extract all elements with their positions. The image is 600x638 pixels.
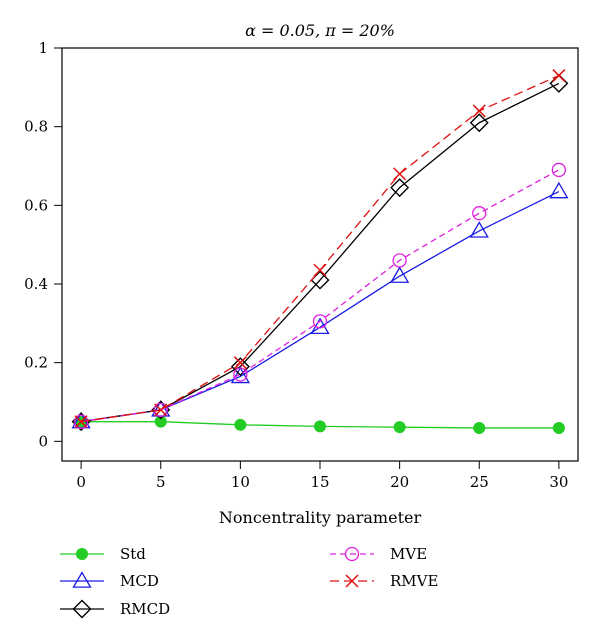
mve-point: [551, 162, 567, 178]
mve-point: [472, 206, 487, 221]
legend-marker: [344, 546, 360, 562]
x-tick-label: 0: [76, 473, 86, 491]
chart-title: α = 0.05, π = 20%: [245, 21, 395, 40]
rmve-line: [81, 74, 560, 423]
rmcd-point: [230, 357, 250, 377]
y-tick-label: 0: [38, 432, 48, 450]
series-std: [75, 415, 565, 434]
legend-marker: [76, 548, 88, 560]
legend-item-std: Std: [60, 545, 146, 563]
legend-label: MVE: [390, 545, 427, 563]
y-tick-label: 0.4: [24, 275, 48, 293]
rmcd-point: [390, 178, 410, 198]
rmve-point: [233, 356, 247, 370]
mve-line: [81, 169, 560, 423]
mve-point: [153, 402, 168, 418]
std-point: [234, 418, 247, 431]
y-tick-label: 0.2: [24, 354, 48, 372]
y-tick-label: 0.6: [24, 196, 48, 214]
series-rmve: [74, 69, 566, 429]
x-tick-label: 25: [470, 473, 489, 491]
legend-item-mcd: MCD: [60, 571, 159, 590]
plot-area-frame: [61, 47, 579, 462]
rmcd-point: [469, 113, 489, 133]
mcd-point: [469, 221, 489, 238]
rmve-point: [313, 263, 327, 277]
x-axis-title: Noncentrality parameter: [219, 508, 422, 527]
rmve-point: [552, 69, 566, 83]
mcd-point: [230, 366, 251, 384]
rmve-point: [393, 167, 407, 181]
axes: 0 5 10 15 20 25 30 0 0.2 0.4 0.6 0.8 1: [24, 39, 568, 491]
mcd-line: [81, 190, 560, 423]
mve-point: [312, 314, 328, 329]
series-mve: [73, 162, 567, 429]
y-tick-label: 1: [38, 39, 48, 57]
legend-item-mve: MVE: [330, 545, 427, 563]
x-tick-label: 20: [390, 473, 409, 491]
legend-label: RMCD: [120, 600, 170, 618]
mve-point: [73, 414, 89, 429]
x-tick-label: 30: [549, 473, 568, 491]
legend: Std MCD RMCD MVE RMVE: [60, 545, 438, 619]
x-tick-label: 10: [231, 473, 250, 491]
legend-marker: [72, 571, 92, 588]
x-tick-label: 5: [156, 473, 166, 491]
x-tick-label: 15: [310, 473, 329, 491]
y-tick-label: 0.8: [24, 118, 48, 136]
legend-item-rmve: RMVE: [330, 572, 438, 590]
std-point: [552, 421, 565, 434]
legend-label: Std: [120, 545, 146, 563]
legend-marker: [345, 574, 359, 588]
std-point: [393, 421, 406, 434]
mcd-point: [549, 181, 569, 199]
rmve-point: [472, 104, 486, 118]
legend-item-rmcd: RMCD: [60, 599, 170, 619]
mcd-point: [389, 266, 410, 283]
series-mcd: [71, 181, 569, 429]
rmve-point: [74, 415, 88, 429]
legend-label: MCD: [120, 572, 159, 590]
rmcd-line: [81, 82, 560, 423]
mve-point: [233, 367, 248, 382]
mve-point: [392, 253, 407, 268]
std-point: [473, 421, 486, 434]
rmve-point: [154, 403, 168, 417]
legend-marker: [72, 599, 92, 619]
legend-label: RMVE: [390, 572, 438, 590]
std-point: [314, 420, 326, 433]
series-rmcd: [71, 73, 569, 432]
series-layer: [71, 69, 569, 434]
std-point: [154, 415, 167, 428]
